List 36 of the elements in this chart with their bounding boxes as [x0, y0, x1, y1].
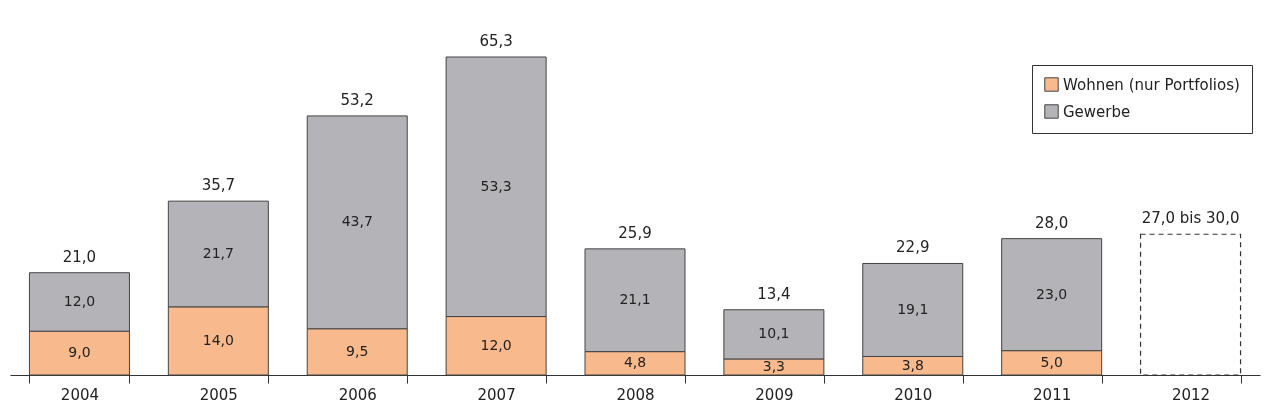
data-label: 21,7 — [202, 244, 234, 261]
legend-label: Gewerbe — [1063, 102, 1131, 121]
x-tick-label: 2008 — [616, 385, 655, 404]
x-tick-label: 2009 — [755, 385, 794, 404]
total-label: 27,0 bis 30,0 — [1141, 209, 1240, 228]
data-label: 9,5 — [346, 342, 369, 359]
data-label: 14,0 — [202, 331, 234, 348]
x-tick-label: 2011 — [1033, 385, 1072, 404]
data-label: 43,7 — [341, 213, 373, 230]
data-label: 4,8 — [623, 354, 647, 371]
data-label: 12,0 — [480, 336, 512, 353]
data-label: 12,0 — [63, 292, 96, 309]
legend-label: Wohnen (nur Portfolios) — [1063, 75, 1240, 94]
total-label: 25,9 — [618, 223, 652, 242]
total-label: 35,7 — [201, 176, 236, 195]
data-label: 10,1 — [758, 325, 790, 342]
total-label: 53,2 — [340, 90, 374, 109]
x-tick-label: 2005 — [199, 385, 238, 404]
x-tick-label: 2012 — [1171, 385, 1211, 404]
data-label: 9,0 — [68, 344, 91, 361]
data-label: 23,0 — [1036, 285, 1068, 302]
total-label: 21,0 — [62, 247, 97, 266]
data-label: 5,0 — [1040, 353, 1063, 370]
x-tick-label: 2004 — [60, 385, 100, 404]
total-label: 65,3 — [479, 32, 513, 50]
data-label: 19,1 — [897, 300, 929, 317]
x-tick-label: 2010 — [894, 385, 933, 404]
total-label: 28,0 — [1034, 213, 1069, 232]
data-label: 53,3 — [480, 177, 512, 194]
total-label: 13,4 — [757, 284, 791, 303]
total-label: 22,9 — [896, 238, 930, 257]
x-tick-label: 2007 — [477, 385, 516, 404]
x-tick-label: 2006 — [338, 385, 377, 404]
data-label: 3,3 — [762, 357, 786, 374]
data-label: 3,8 — [901, 356, 924, 373]
data-label: 21,1 — [619, 291, 651, 308]
